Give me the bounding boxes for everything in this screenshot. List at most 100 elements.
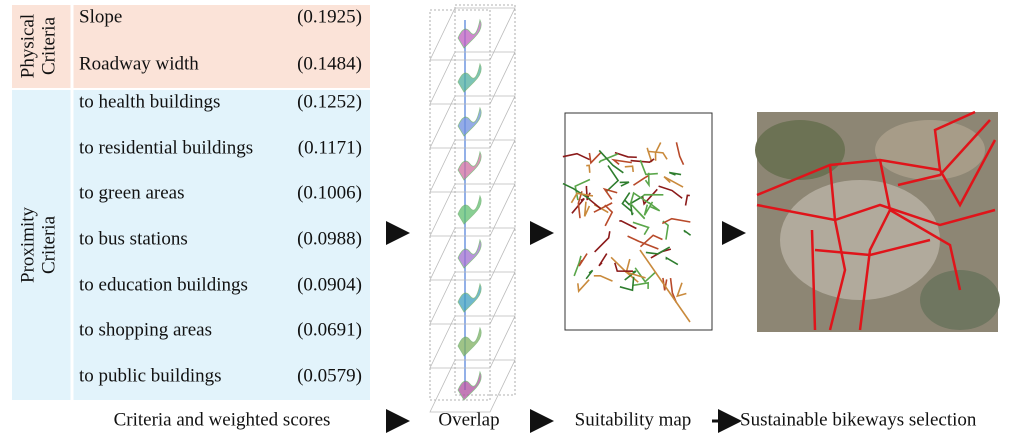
road [585,269,594,280]
panel [429,7,516,61]
road [610,158,632,166]
criterion-weight: (0.1252) [297,91,362,112]
road [632,281,649,289]
road [619,181,630,187]
criterion-weight: (0.0988) [297,228,362,249]
road [577,279,590,294]
criterion-name: to public buildings [79,365,222,386]
panel [429,139,516,193]
panel-map [457,238,482,269]
road [624,165,635,173]
road [633,175,649,186]
step-label: Suitability map [575,409,692,430]
road [662,277,668,291]
road [619,276,635,292]
panel [429,271,516,325]
road [562,152,590,161]
road [642,193,664,197]
road [683,229,692,236]
criterion-name: to green areas [79,182,185,203]
panel-map [457,194,482,225]
panel [429,183,516,237]
panel-map [457,370,482,401]
panel [429,95,516,149]
road [588,151,602,165]
panel-map [457,62,482,93]
road [614,262,633,272]
road [598,153,619,164]
criterion-weight: (0.1484) [297,53,362,74]
road [605,165,620,193]
road [614,151,637,159]
suitability-map [562,112,713,331]
step-label: Sustainable bikeways selection [740,409,977,430]
road [598,149,624,174]
road [676,282,687,298]
road [661,217,691,225]
road [627,235,659,250]
panel-map [457,326,482,357]
arrows [386,221,746,433]
road [619,220,637,230]
road [658,185,683,199]
road [574,178,591,201]
road [684,194,690,206]
road [629,202,634,216]
criterion-weight: (0.0579) [297,365,362,386]
road [663,175,684,188]
road [602,187,618,200]
group-label: Criteria [38,215,59,274]
road [644,172,650,188]
road [629,191,651,206]
road [646,147,653,163]
group-label: Proximity [17,206,38,283]
criterion-name: to residential buildings [79,137,253,158]
panel [429,51,516,105]
road [630,158,655,164]
criterion-name: to health buildings [79,91,220,112]
road [643,201,654,216]
road [668,171,682,176]
bikeways-map [755,110,1000,332]
road [645,246,671,255]
road [573,255,582,277]
road [578,253,588,267]
road [621,192,633,213]
road [675,142,685,166]
road [604,204,614,227]
overlap-stack [429,4,516,413]
criterion-name: Roadway width [79,53,199,74]
road [593,202,613,213]
road [586,164,591,173]
road [634,267,657,283]
road [665,256,679,266]
criterion-weight: (0.0904) [297,274,362,295]
panel-map [457,150,482,181]
road [648,201,661,212]
criterion-weight: (0.1006) [297,182,362,203]
panel-map [457,18,482,49]
road [639,159,658,176]
road [647,150,668,160]
road [577,191,583,219]
criterion-name: to shopping areas [79,319,212,340]
road [632,221,650,236]
road [624,195,644,206]
road [571,197,585,214]
panel [429,359,516,413]
panel [429,227,516,281]
road [594,231,611,253]
criterion-name: Slope [79,6,122,27]
step-label: Overlap [438,409,499,430]
criterion-weight: (0.1171) [298,137,362,158]
criterion-weight: (0.0691) [297,319,362,340]
road [585,185,589,201]
panel [429,315,516,369]
road [583,201,591,217]
road [570,192,594,204]
road [562,182,591,201]
criterion-name: to bus stations [79,228,188,249]
group-label: Criteria [38,16,59,75]
road [639,249,691,323]
